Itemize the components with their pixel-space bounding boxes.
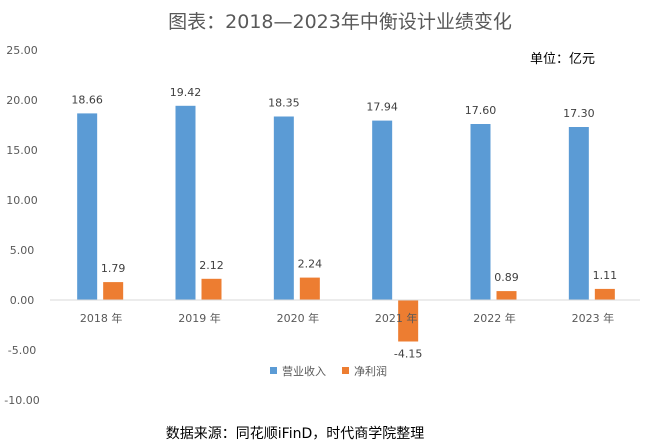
legend-label: 净利润 <box>354 364 387 378</box>
y-tick-label: 25.00 <box>6 44 38 57</box>
y-axis: -10.00 -5.00 0.00 5.00 10.00 15.00 20.00 25.00 <box>4 44 39 407</box>
data-label: 17.60 <box>465 104 497 117</box>
data-label: 19.42 <box>170 86 202 99</box>
x-tick-label: 2021 年 <box>375 311 418 325</box>
data-label: -4.15 <box>394 348 422 361</box>
data-label: 18.66 <box>71 93 103 106</box>
x-tick-label: 2019 年 <box>178 311 221 325</box>
x-tick-label: 2018 年 <box>80 311 123 325</box>
bar-net-profit <box>103 282 124 300</box>
bar-net-profit <box>398 300 419 342</box>
bar-net-profit <box>594 288 615 300</box>
data-label: 17.30 <box>563 107 595 120</box>
bar-net-profit <box>496 291 517 300</box>
source-note: 数据来源：同花顺iFinD，时代商学院整理 <box>166 426 424 442</box>
bar-revenue <box>77 113 98 301</box>
bar-revenue <box>372 120 393 300</box>
bar-net-profit <box>201 278 222 300</box>
y-tick-label: -10.00 <box>4 394 39 407</box>
legend-swatch <box>342 367 349 374</box>
data-label: 2.12 <box>199 259 224 272</box>
y-tick-label: -5.00 <box>8 344 36 357</box>
x-axis: 2018 年 2019 年 2020 年 2021 年 2022 年 2023 年 <box>50 299 640 325</box>
y-tick-label: 15.00 <box>6 144 38 157</box>
x-tick-label: 2022 年 <box>473 311 516 325</box>
data-label: 1.79 <box>101 262 126 275</box>
bar-revenue <box>568 127 589 300</box>
y-tick-label: 5.00 <box>10 244 35 257</box>
chart-title: 图表：2018—2023年中衡设计业绩变化 <box>168 11 512 33</box>
data-label: 18.35 <box>268 97 300 110</box>
bar-net-profit <box>299 277 320 300</box>
bar-revenue <box>175 105 196 300</box>
bars: 18.66 1.79 19.42 2.12 18.35 2.24 17.94 -4.15 17.… <box>71 86 617 361</box>
data-label: 2.24 <box>298 258 323 271</box>
bar-revenue <box>273 116 294 300</box>
data-label: 1.11 <box>593 269 618 282</box>
bar-revenue <box>470 124 491 300</box>
y-tick-label: 0.00 <box>10 294 35 307</box>
y-tick-label: 10.00 <box>6 194 38 207</box>
legend-swatch <box>270 367 277 374</box>
data-label: 17.94 <box>366 101 398 114</box>
data-label: 0.89 <box>494 271 519 284</box>
unit-label: 单位：亿元 <box>530 52 595 67</box>
y-tick-label: 20.00 <box>6 94 38 107</box>
legend-label: 营业收入 <box>282 364 326 378</box>
x-tick-label: 2020 年 <box>277 311 320 325</box>
legend: 营业收入 净利润 <box>270 364 387 378</box>
x-tick-label: 2023 年 <box>572 311 615 325</box>
